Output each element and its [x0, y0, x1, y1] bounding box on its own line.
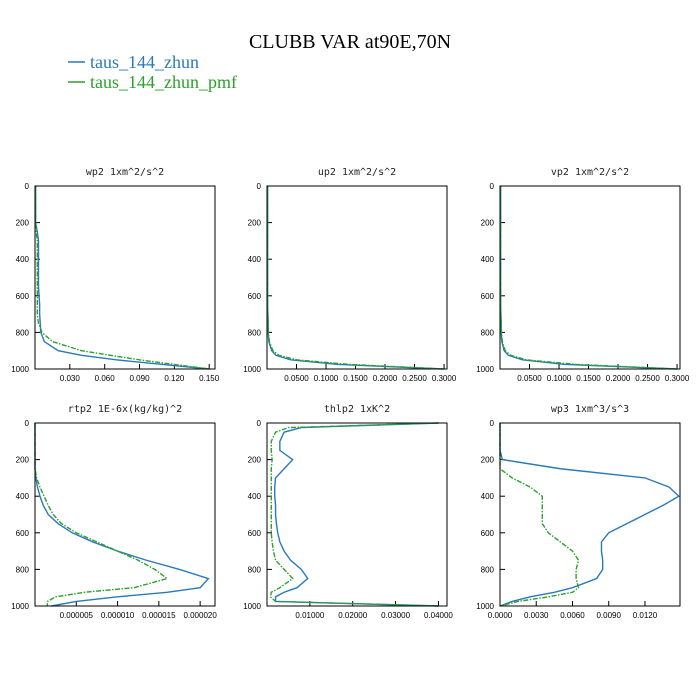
figure-title: CLUBB VAR at90E,70N [249, 31, 451, 53]
y-tick-label: 0 [257, 419, 262, 428]
y-tick-label: 600 [481, 529, 495, 538]
y-tick-label: 0 [490, 182, 495, 191]
x-tick-label: 0.000015 [142, 611, 176, 620]
x-tick-label: 0.000005 [60, 611, 94, 620]
x-tick-label: 0.0500 [517, 374, 542, 383]
y-tick-label: 400 [248, 255, 262, 264]
y-tick-label: 800 [481, 328, 495, 337]
x-tick-label: 0.0120 [633, 611, 658, 620]
plot-frame [34, 185, 216, 370]
x-tick-label: 0.1000 [314, 374, 339, 383]
y-tick-label: 0 [490, 419, 495, 428]
x-tick-label: 0.090 [130, 374, 151, 383]
x-tick-label: 0.02000 [338, 611, 367, 620]
y-tick-label: 400 [481, 492, 495, 501]
x-tick-label: 0.150 [199, 374, 220, 383]
profile-line [266, 186, 445, 370]
x-tick-label: 0.2000 [373, 374, 398, 383]
y-tick-label: 200 [16, 456, 30, 465]
plot-frame [266, 422, 448, 607]
x-tick-label: 0.3000 [665, 374, 690, 383]
x-tick-label: 0.0500 [284, 374, 309, 383]
x-tick-label: 0.03000 [381, 611, 410, 620]
subplot-title: up2 1xm^2/s^2 [318, 167, 396, 178]
legend-label: taus_144_zhun [90, 52, 199, 72]
y-tick-label: 800 [248, 565, 262, 574]
profile-line [34, 186, 210, 370]
profile-line [274, 422, 439, 607]
y-tick-label: 200 [481, 456, 495, 465]
profile-line [269, 422, 439, 607]
x-tick-label: 0.2500 [635, 374, 660, 383]
plot-frame [266, 185, 448, 370]
subplot-title: rtp2 1E-6x(kg/kg)^2 [68, 404, 182, 415]
subplot-title: wp2 1xm^2/s^2 [86, 167, 164, 178]
y-tick-label: 0 [25, 419, 30, 428]
y-tick-label: 600 [248, 292, 262, 301]
x-tick-label: 0.000020 [183, 611, 217, 620]
y-tick-label: 600 [481, 292, 495, 301]
y-tick-label: 600 [16, 529, 30, 538]
x-tick-label: 0.01000 [295, 611, 324, 620]
subplot-title: thlp2 1xK^2 [324, 404, 390, 415]
x-tick-label: 0.2500 [402, 374, 427, 383]
y-tick-label: 1000 [476, 602, 494, 611]
plot-frame [34, 422, 216, 607]
x-tick-label: 0.2000 [606, 374, 631, 383]
x-tick-label: 0.1000 [547, 374, 572, 383]
legend-label: taus_144_zhun_pmf [90, 72, 237, 92]
x-tick-label: 0.0090 [596, 611, 621, 620]
y-tick-label: 200 [248, 456, 262, 465]
y-tick-label: 200 [16, 219, 30, 228]
x-tick-label: 0.0000 [488, 611, 513, 620]
y-tick-label: 400 [16, 255, 30, 264]
subplot-title: wp3 1xm^3/s^3 [551, 404, 629, 415]
y-tick-label: 1000 [243, 365, 261, 374]
y-tick-label: 800 [16, 328, 30, 337]
plot-frame [499, 185, 681, 370]
profile-line [499, 186, 678, 370]
y-tick-label: 200 [248, 219, 262, 228]
x-tick-label: 0.060 [95, 374, 116, 383]
y-tick-label: 400 [481, 255, 495, 264]
y-tick-label: 1000 [11, 602, 29, 611]
y-tick-label: 600 [16, 292, 30, 301]
subplot-title: vp2 1xm^2/s^2 [551, 167, 629, 178]
x-tick-label: 0.120 [164, 374, 185, 383]
y-tick-label: 400 [248, 492, 262, 501]
y-tick-label: 1000 [11, 365, 29, 374]
x-tick-label: 0.04000 [424, 611, 453, 620]
x-tick-label: 0.1500 [343, 374, 368, 383]
x-tick-label: 0.0030 [524, 611, 549, 620]
y-tick-label: 1000 [243, 602, 261, 611]
y-tick-label: 800 [16, 565, 30, 574]
plot-frame [499, 422, 681, 607]
y-tick-label: 0 [257, 182, 262, 191]
x-tick-label: 0.0060 [560, 611, 585, 620]
y-tick-label: 0 [25, 182, 30, 191]
y-tick-label: 200 [481, 219, 495, 228]
y-tick-label: 800 [248, 328, 262, 337]
y-tick-label: 1000 [476, 365, 494, 374]
x-tick-label: 0.3000 [432, 374, 457, 383]
x-tick-label: 0.000010 [101, 611, 135, 620]
y-tick-label: 400 [16, 492, 30, 501]
y-tick-label: 600 [248, 529, 262, 538]
x-tick-label: 0.030 [60, 374, 81, 383]
x-tick-label: 0.1500 [576, 374, 601, 383]
y-tick-label: 800 [481, 565, 495, 574]
